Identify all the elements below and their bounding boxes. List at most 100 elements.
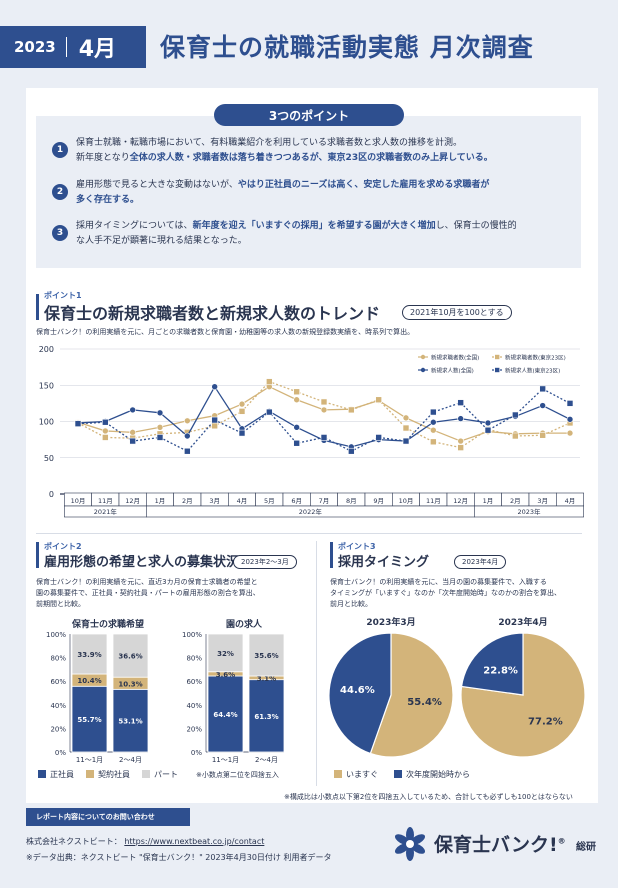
point-2-line1b: やはり正社員のニーズは高く、安定した雇用を求める求職者が [237, 180, 490, 190]
x-tick-label: 9月 [373, 497, 384, 505]
bar-legend-swatch [38, 770, 46, 778]
data-point [293, 388, 300, 396]
bar-legend-label: 契約社員 [98, 769, 130, 779]
bar-y-tick: 20% [50, 725, 66, 733]
year-box [474, 505, 584, 518]
point-3-line2: な人手不足が顕著に現れる結果となった。 [76, 236, 247, 246]
contact-tag: レポート内容についてのお問い合わせ [26, 808, 190, 826]
data-point [102, 434, 109, 441]
data-point [238, 408, 246, 415]
point3-desc-3: 前月と比較。 [330, 600, 372, 608]
data-point [375, 396, 382, 404]
bar-category-label: 2〜4月 [255, 756, 278, 764]
x-tick-label: 6月 [291, 497, 302, 505]
data-point [266, 408, 273, 416]
data-point [184, 432, 191, 440]
company-name: 株式会社ネクストビート： [26, 837, 122, 846]
point-2-line2: 多く存在する。 [76, 195, 140, 205]
point2-desc-2: 園の募集要件で、正社員・契約社員・パートの雇用形態の割合を算出、 [36, 589, 260, 597]
data-point [512, 411, 519, 419]
pie-value-label: 22.8% [483, 665, 518, 676]
legend-label: 新規求人数(全国) [431, 367, 474, 375]
data-point [430, 426, 437, 434]
data-point [566, 400, 574, 407]
column-divider [316, 541, 317, 786]
bar-value-label: 3.1% [257, 675, 276, 683]
data-point [102, 418, 109, 426]
bar-value-label: 61.3% [254, 713, 278, 721]
logo-subtitle: 総研 [576, 842, 596, 853]
point3-label: ポイント3 [338, 542, 376, 551]
legend-label: 新規求人数(東京23区) [505, 367, 560, 375]
pie-value-label: 44.6% [340, 685, 375, 696]
data-point [293, 439, 300, 447]
bar-value-label: 53.1% [118, 718, 142, 726]
x-tick-label: 1月 [483, 497, 494, 505]
point-number-2: 2 [52, 184, 68, 200]
year-label: 2022年 [299, 507, 323, 516]
x-tick-label: 12月 [125, 497, 140, 505]
pie-value-label: 55.4% [407, 697, 442, 708]
bar-y-tick: 0% [55, 749, 66, 757]
data-point [484, 419, 492, 427]
pie-legend-label: 次年度開始時から [406, 769, 470, 779]
data-point [184, 447, 191, 455]
bar-chart-title: 保育士の求職希望 [71, 618, 144, 630]
bar-y-tick: 40% [50, 702, 66, 710]
point2-label: ポイント2 [44, 542, 82, 551]
point3-accent-bar [330, 542, 333, 568]
data-point [402, 424, 410, 432]
page-title: 保育士の就職活動実態 月次調査 [160, 33, 534, 62]
legend-label: 新規求職者数(東京23区) [505, 354, 566, 362]
point1-pill: 2021年10月を100とする [402, 305, 512, 320]
data-point [457, 437, 464, 445]
data-point [430, 438, 437, 446]
x-tick-label: 2月 [182, 497, 193, 505]
header-month: 4月 [78, 37, 117, 62]
point-item-1: 1 保育士就職・転職市場において、有料職業紹介を利用している求職者数と求人数の推… [52, 136, 572, 166]
data-point [293, 396, 300, 404]
bar-y-tick: 20% [186, 725, 202, 733]
data-point [566, 429, 574, 437]
point-1-line1: 保育士就職・転職市場において、有料職業紹介を利用している求職者数と求人数の推移を… [76, 138, 463, 148]
data-point [512, 432, 519, 440]
bar-y-tick: 80% [186, 655, 202, 663]
x-tick-label: 10月 [399, 497, 414, 505]
point1-label: ポイント1 [44, 291, 82, 300]
point2-desc-1: 保育士バンク！の利用実績を元に、直近3カ月の保育士求職者の希望と [36, 578, 258, 586]
bar-legend-swatch [142, 770, 150, 778]
pie-title: 2023年3月 [366, 616, 415, 628]
x-tick-label: 4月 [237, 497, 248, 505]
pie-legend-swatch [334, 770, 342, 778]
data-point [266, 378, 273, 385]
bar-y-tick: 100% [182, 631, 202, 639]
point-3-line1a: 採用タイミングについては、 [76, 221, 193, 231]
data-point [320, 406, 328, 414]
data-point [156, 409, 164, 417]
data-point [211, 383, 218, 391]
data-point [430, 418, 437, 426]
point-number-1: 1 [52, 142, 68, 158]
bar-legend-label: パート [154, 770, 178, 779]
bar-chart-title: 園の求人 [226, 618, 263, 630]
point2-title: 雇用形態の希望と求人の募集状況 [44, 555, 240, 570]
date-badge: 2023 4月 [0, 26, 146, 68]
point3-desc-1: 保育士バンク！の利用実績を元に、当月の園の募集要件で、入職する [330, 578, 547, 586]
pie-slice [460, 632, 524, 696]
bar-y-tick: 100% [46, 631, 66, 639]
contact-link[interactable]: https://www.nextbeat.co.jp/contact [124, 837, 265, 846]
header: 2023 4月 保育士の就職活動実態 月次調査 [0, 0, 618, 90]
data-point [238, 400, 246, 408]
bar-value-label: 10.4% [77, 677, 101, 685]
bar-legend-label: 正社員 [50, 769, 74, 779]
pie-title: 2023年4月 [498, 616, 547, 628]
x-tick-label: 8月 [346, 497, 357, 505]
bar-value-label: 55.7% [77, 716, 101, 724]
data-point [457, 399, 464, 406]
point-1-line2b: 全体の求人数・求職者数は落ち着きつつあるが、東京23区の求職者数のみ上昇している… [129, 153, 493, 163]
section-accent-bar [36, 294, 39, 320]
logo-flower-icon [394, 827, 426, 861]
point2-pill: 2023年2〜3月 [233, 555, 297, 569]
data-point [348, 447, 355, 455]
